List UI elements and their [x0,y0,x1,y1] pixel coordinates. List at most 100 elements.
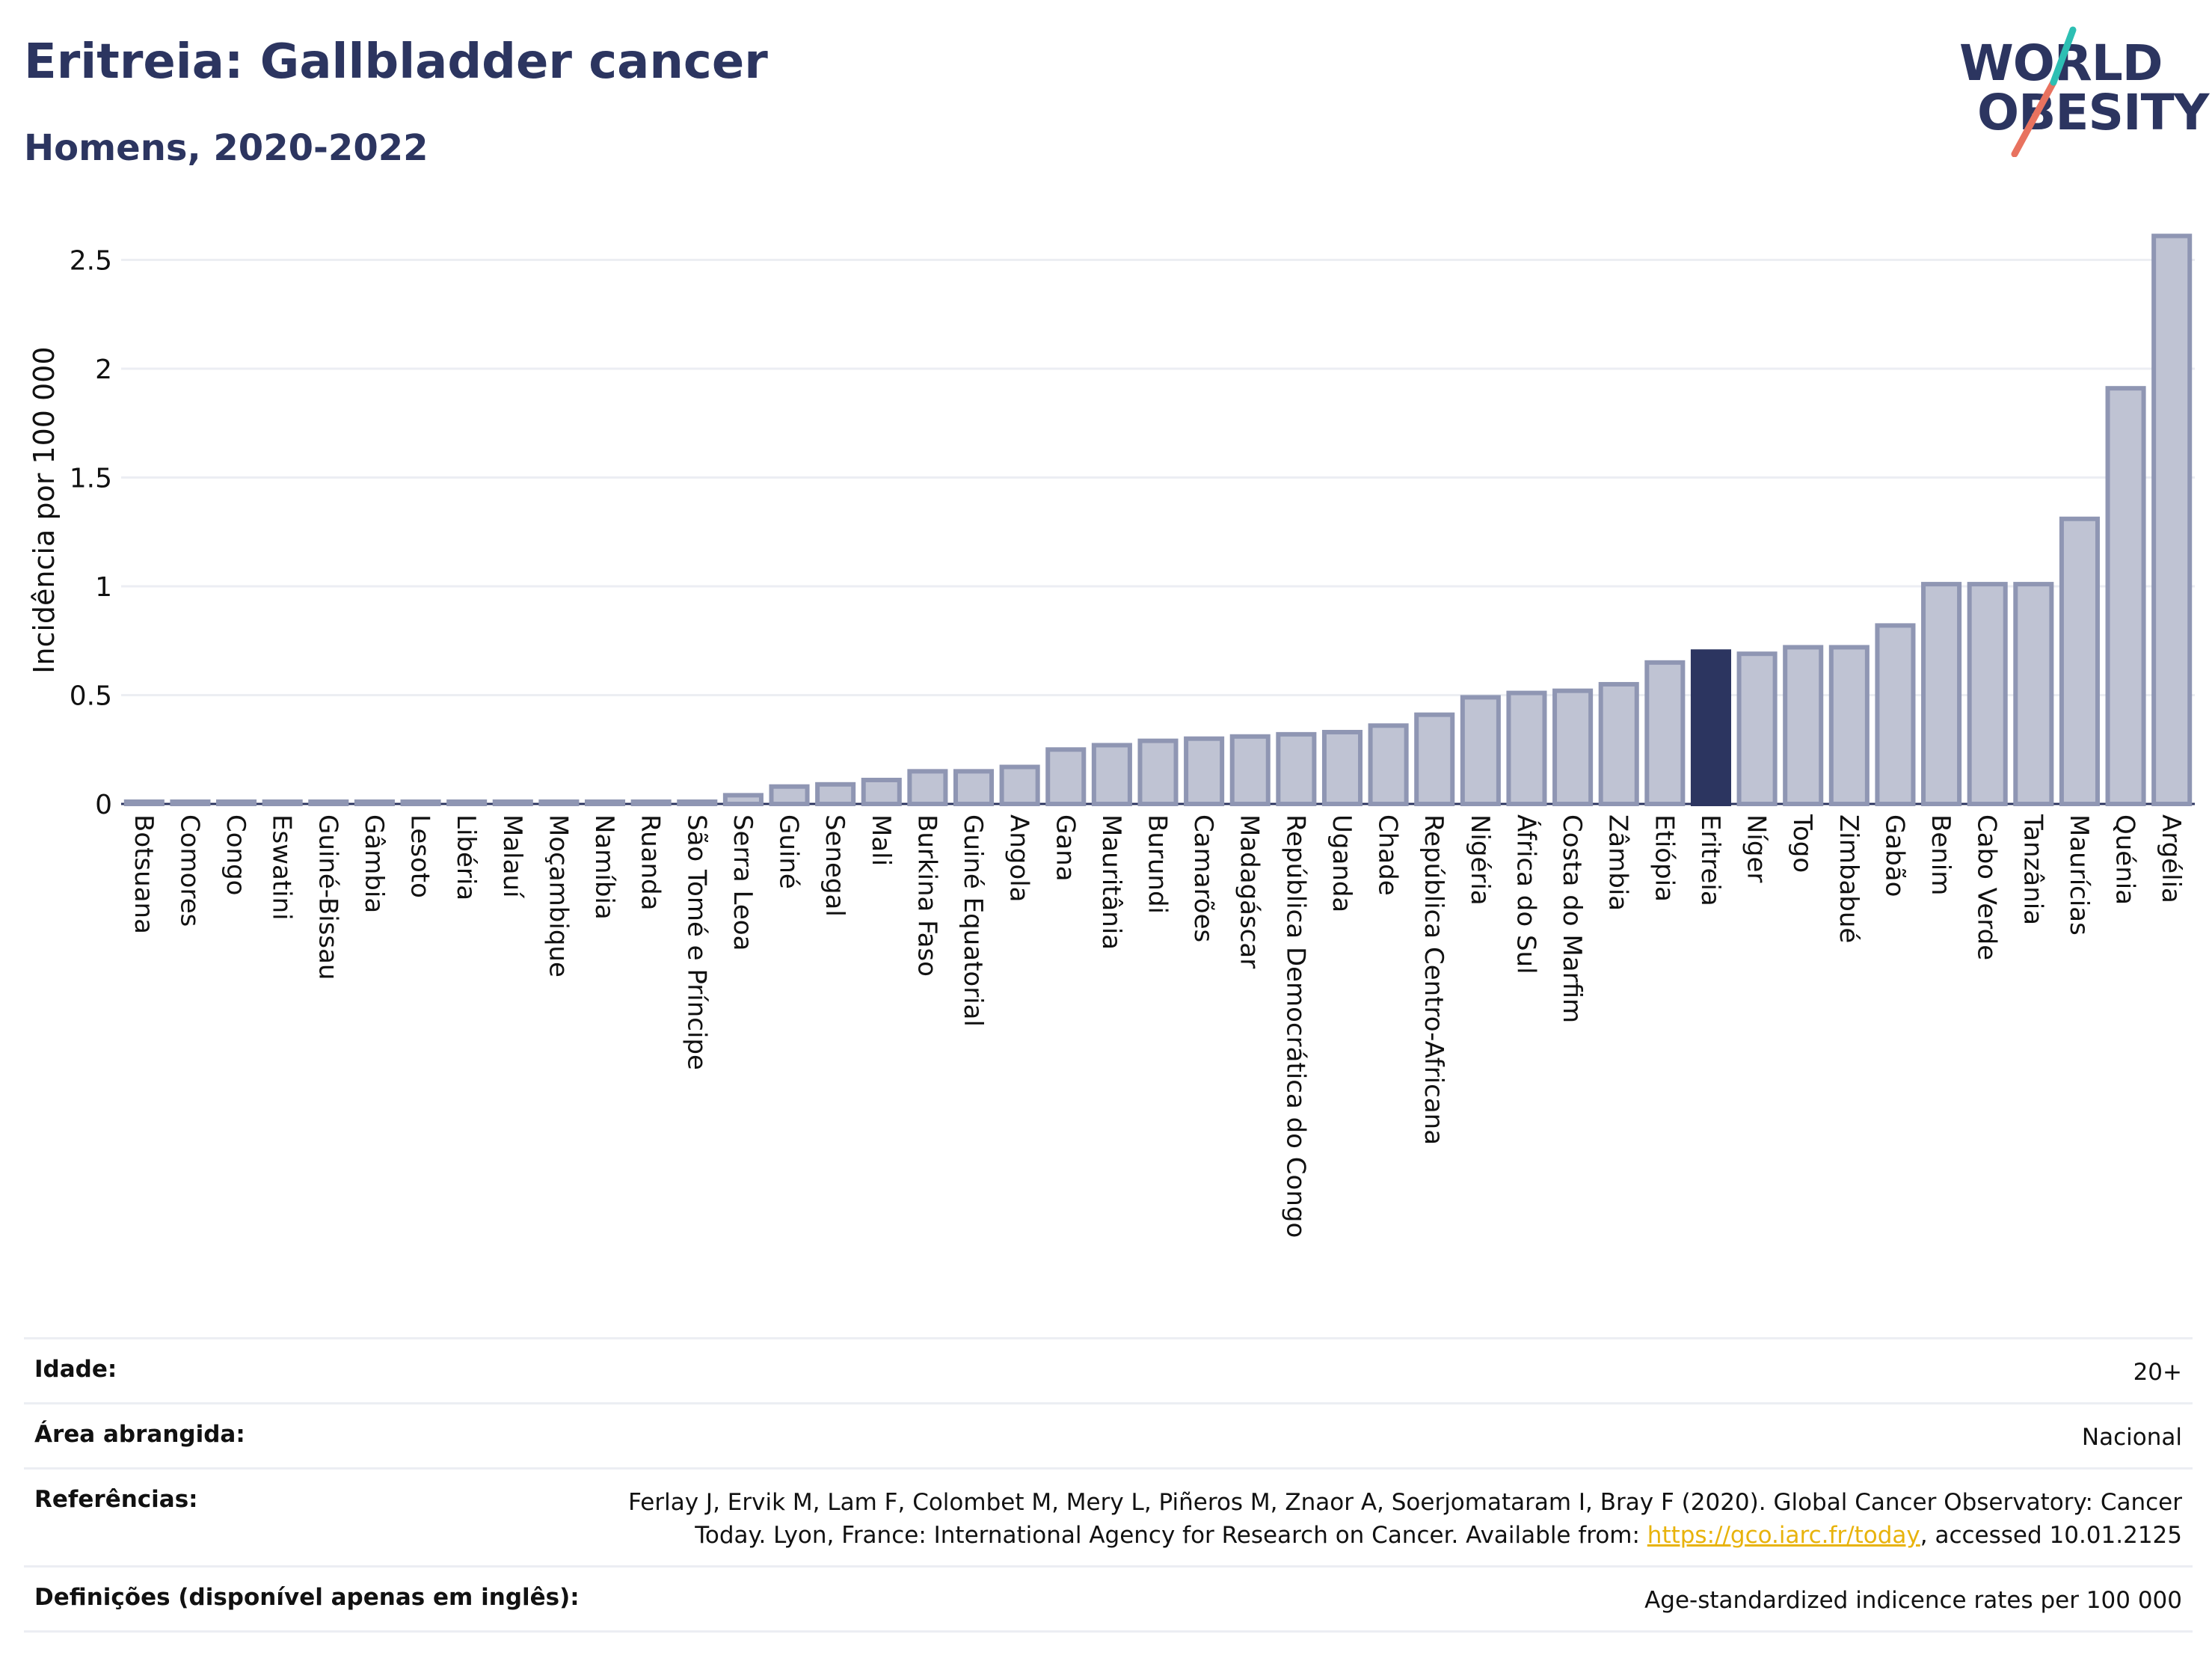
x-tick-label: Lesoto [405,814,435,898]
x-tick-label: Congo [221,814,251,895]
x-tick-label: Guiné-Bissau [313,814,342,980]
bar [1276,731,1317,807]
bar [1967,582,2008,807]
x-tick-label: Quénia [2110,814,2140,905]
bar [1644,660,1686,806]
y-tick-label: 1 [95,572,112,603]
bar [262,799,303,806]
x-tick-label: Moçambique [543,814,573,977]
x-tick-label: Costa do Marfim [1557,814,1587,1023]
x-tick-label: Cabo Verde [1972,814,2002,960]
bar [1690,649,1731,806]
x-tick-label: Maurícias [2064,814,2094,936]
x-tick-label: Gabão [1879,814,1909,897]
area-label: Área abrangida: [34,1421,245,1448]
x-tick-label: Eritreia [1695,814,1725,906]
age-value: 20+ [2133,1359,2182,1386]
x-tick-labels: Botsuana Comores Congo Eswatini Guiné-Bissau… [129,814,2186,1238]
definitions-value: Age-standardized indicence rates per 100… [1644,1587,2182,1614]
references-link[interactable]: https://gco.iarc.fr/today [1647,1522,1920,1549]
x-tick-label: Gâmbia [359,814,389,913]
x-tick-label: Nigéria [1465,814,1495,906]
x-tick-label: Eswatini [267,814,297,921]
y-tick-label: 0.5 [70,681,112,712]
x-tick-label: Angola [1004,814,1034,902]
x-tick-label: Togo [1787,814,1817,873]
bar [1184,736,1225,807]
bar [1921,582,1962,807]
bar [123,799,165,806]
x-tick-label: Botsuana [129,814,159,934]
bar [2059,516,2100,806]
bar [2013,582,2054,807]
bar [538,799,580,806]
x-tick-label: Burundi [1143,814,1173,914]
bar [999,764,1040,807]
x-tick-label: Guiné Equatorial [958,814,988,1027]
x-tick-label: Ruanda [636,814,666,910]
bar-chart: 0 0.5 1 1.5 2 2.5 Botsuana Comores Congo Eswatin… [28,233,2195,1238]
bar [907,769,948,806]
x-tick-label: Madagáscar [1235,814,1265,968]
references-line-2-end: , accessed 10.01.2125 [1920,1522,2182,1549]
bar [216,799,257,806]
bar [585,799,626,806]
chart-title: Eritreia: Gallbladder cancer [24,34,768,90]
definitions-label: Definições (disponível apenas em inglês)… [34,1584,580,1611]
x-tick-label: Argélia [2156,814,2186,903]
bar [492,799,533,806]
x-tick-label: Gana [1050,814,1080,882]
x-tick-label: Uganda [1327,814,1357,912]
x-tick-label: Malauí [497,814,527,899]
x-tick-label: Camarões [1188,814,1218,942]
x-tick-label: São Tomé e Príncipe [681,814,711,1070]
bar [1552,688,1594,806]
bar [1875,623,1916,806]
x-tick-label: Benim [1926,814,1956,895]
info-row-age: Idade: 20+ [24,1337,2193,1402]
x-tick-label: Etiópia [1649,814,1679,902]
bar [1783,645,1824,806]
bar [1229,734,1271,806]
bars [123,233,2193,807]
x-tick-label: Comores [174,814,204,927]
x-tick-label: África do Sul [1511,814,1541,974]
bar [354,799,395,806]
x-tick-label: Mauritânia [1096,814,1126,950]
y-tick-label: 1.5 [70,464,112,494]
bar [861,777,902,806]
chart-subtitle: Homens, 2020-2022 [24,127,428,169]
y-tick-label: 2.5 [70,246,112,277]
references-value: Ferlay J, Ervik M, Lam F, Colombet M, Me… [628,1486,2182,1552]
bar [400,799,441,806]
x-tick-label: Burkina Faso [912,814,941,977]
world-obesity-logo: WORLD OBESITY [1952,22,2209,157]
x-tick-label: Tanzânia [2018,814,2047,925]
x-tick-label: Libéria [451,814,481,900]
bar [1828,645,1870,806]
area-value: Nacional [2081,1424,2182,1451]
bar [446,799,488,806]
bar [769,784,810,806]
bar [1137,738,1179,806]
references-line-1: Ferlay J, Ervik M, Lam F, Colombet M, Me… [628,1489,2182,1516]
bar [170,799,211,806]
bar [722,793,764,806]
bar [1368,723,1409,806]
bar [2105,386,2146,806]
info-row-definitions: Definições (disponível apenas em inglês)… [24,1565,2193,1633]
age-label: Idade: [34,1356,117,1383]
references-line-2-start: Today. Lyon, France: International Agenc… [695,1522,1647,1549]
y-tick-label: 2 [95,354,112,385]
bar [1045,747,1087,806]
bar [1414,712,1455,806]
info-row-references: Referências: Ferlay J, Ervik M, Lam F, C… [24,1467,2193,1565]
x-tick-label: Chade [1373,814,1403,896]
x-tick-label: Guiné [774,814,804,889]
logo-line-2: OBESITY [1977,84,2209,141]
y-tick-labels: 0 0.5 1 1.5 2 2.5 [70,246,112,821]
x-tick-label: Mali [866,814,896,866]
x-tick-label: Senegal [820,814,850,917]
info-table: Idade: 20+ Área abrangida: Nacional Refe… [24,1337,2193,1633]
x-tick-label: República Democrática do Congo [1280,814,1310,1238]
